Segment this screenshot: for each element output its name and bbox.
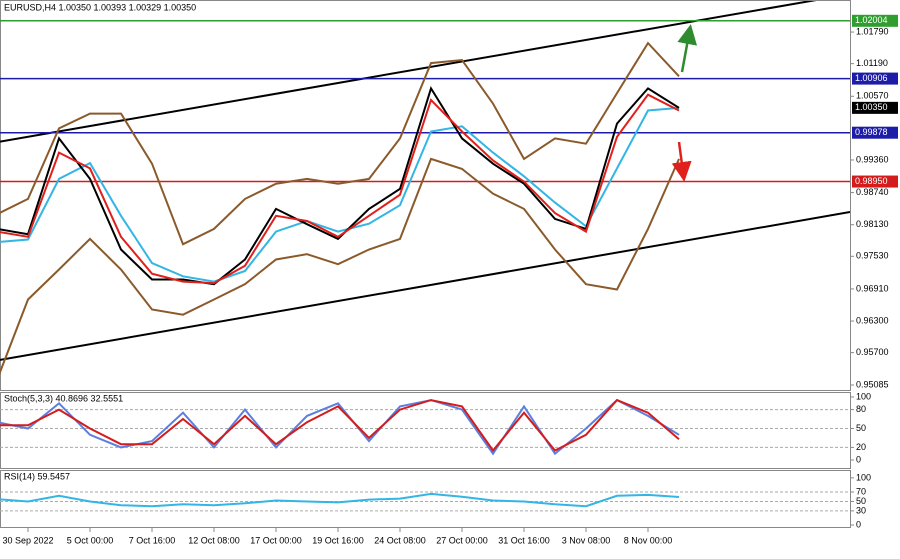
y-tick-label: 0.96910 (856, 283, 889, 293)
y-tick-label: 1.01190 (856, 58, 888, 68)
y-tick-label: 50 (856, 423, 866, 433)
y-tick-label: 0.95085 (856, 379, 889, 389)
level-label: 0.98950 (855, 176, 888, 186)
x-tick-label: 24 Oct 08:00 (374, 535, 426, 545)
y-tick-label: 0.95700 (856, 347, 889, 357)
level-label-box (852, 14, 898, 27)
y-tick-label: 20 (856, 442, 866, 452)
y-tick-label: 0.98740 (856, 187, 889, 197)
level-label-box (852, 72, 898, 85)
y-tick-label: 30 (856, 505, 866, 515)
x-tick-label: 19 Oct 16:00 (312, 535, 364, 545)
trend-line (0, 211, 850, 361)
y-tick-label: 0 (856, 454, 861, 464)
up-arrow (677, 24, 698, 73)
x-tick-label: 12 Oct 08:00 (188, 535, 240, 545)
series-line (0, 41, 680, 246)
y-tick-label: 0.96300 (856, 315, 889, 325)
y-tick-label: 0.97530 (856, 251, 889, 261)
y-tick-label: 0 (856, 519, 861, 529)
rsi-plot (0, 491, 850, 512)
x-tick-label: 3 Nov 08:00 (562, 535, 611, 545)
x-tick-label: 30 Sep 2022 (2, 535, 53, 545)
series-line (0, 492, 680, 508)
y-tick-label: 1.01790 (856, 26, 889, 36)
rsi-title: RSI(14) 59.5457 (4, 471, 70, 481)
x-tick-label: 17 Oct 00:00 (250, 535, 302, 545)
y-tick-label: 100 (856, 472, 871, 482)
series-line (0, 93, 680, 285)
stoch-plot (0, 398, 850, 456)
level-label: 0.99878 (855, 127, 888, 137)
y-tick-label: 50 (856, 496, 866, 506)
level-label-box (852, 126, 898, 139)
stoch-title: Stoch(5,3,3) 40.8696 32.5551 (4, 393, 123, 403)
level-label: 1.00906 (855, 73, 888, 83)
y-tick-label: 70 (856, 486, 866, 496)
down-arrow (671, 141, 692, 182)
stoch-panel (0, 392, 851, 469)
rsi-panel (0, 470, 851, 528)
last-price-label: 1.00350 (855, 102, 888, 112)
x-tick-label: 31 Oct 16:00 (498, 535, 550, 545)
y-tick-label: 0.99360 (856, 154, 889, 164)
main-plot (0, 1, 850, 375)
x-tick-label: 27 Oct 00:00 (436, 535, 488, 545)
series-line (0, 398, 680, 453)
y-tick-label: 80 (856, 404, 866, 414)
series-line (0, 157, 680, 375)
series-line (0, 106, 680, 283)
x-tick-label: 5 Oct 00:00 (67, 535, 114, 545)
series-line (0, 86, 680, 286)
y-tick-label: 1.00570 (856, 91, 889, 101)
x-tick-label: 8 Nov 00:00 (624, 535, 673, 545)
trend-line (0, 1, 817, 143)
main-title: EURUSD,H4 1.00350 1.00393 1.00329 1.0035… (4, 2, 196, 12)
level-label-box (852, 175, 898, 188)
y-tick-label: 100 (856, 391, 871, 401)
main-panel (0, 0, 851, 391)
last-price-box (852, 101, 898, 114)
level-label: 1.02004 (855, 15, 888, 25)
x-tick-label: 7 Oct 16:00 (129, 535, 176, 545)
y-tick-label: 0.98130 (856, 219, 889, 229)
